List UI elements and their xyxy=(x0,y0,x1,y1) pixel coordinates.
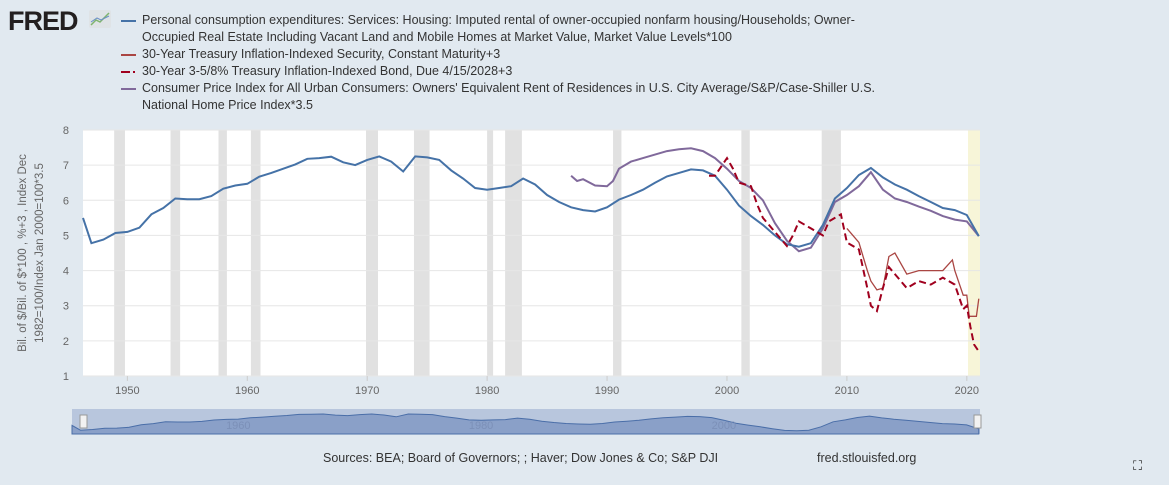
fred-graph-icon xyxy=(89,10,111,28)
legend-swatch xyxy=(121,71,136,73)
y-tick-label: 8 xyxy=(63,125,69,137)
y-axis-label: 1982=100/Index Jan 2000=100*3.5 xyxy=(34,163,46,343)
legend-item[interactable]: 30-Year Treasury Inflation-Indexed Secur… xyxy=(121,46,875,63)
legend-swatch xyxy=(121,20,136,22)
series-line xyxy=(846,227,980,317)
plot-area xyxy=(83,130,980,376)
y-tick-label: 1 xyxy=(63,371,69,383)
x-tick-label: 2000 xyxy=(715,385,739,397)
recession-bar xyxy=(218,130,227,376)
fullscreen-icon[interactable]: ⛶ xyxy=(1133,458,1143,473)
recession-bar xyxy=(250,130,261,376)
legend-swatch xyxy=(121,54,136,56)
legend-label: 30-Year Treasury Inflation-Indexed Secur… xyxy=(142,47,501,61)
y-tick-label: 2 xyxy=(63,336,69,348)
fred-logo[interactable]: FRED xyxy=(8,6,78,36)
navigator-label: 1980 xyxy=(469,420,493,432)
y-tick-label: 6 xyxy=(63,195,69,207)
recession-bar xyxy=(821,130,841,376)
y-axis-label: Bil. of $/Bil. of $*100 , %+3 , Index De… xyxy=(17,154,29,352)
recession-bar xyxy=(413,130,430,376)
x-tick-label: 2020 xyxy=(955,385,979,397)
legend-label: Occupied Real Estate Including Vacant La… xyxy=(142,30,732,44)
series-line xyxy=(82,155,980,248)
y-tick-label: 3 xyxy=(63,301,69,313)
x-tick-label: 1950 xyxy=(115,385,139,397)
chart: 1 2 3 4 5 6 7 8 1950 1960 1970 1980 1990 2000 2010 2020… xyxy=(17,125,982,435)
navigator-label: 1960 xyxy=(226,420,250,432)
highlight-band xyxy=(968,130,980,376)
legend-label: Consumer Price Index for All Urban Consu… xyxy=(142,81,876,95)
navigator-handle[interactable] xyxy=(973,414,982,429)
navigator-label: 2000 xyxy=(712,420,736,432)
recession-bar xyxy=(170,130,181,376)
x-tick-label: 2010 xyxy=(835,385,859,397)
navigator-series xyxy=(71,413,980,435)
legend: Personal consumption expenditures: Servi… xyxy=(121,12,875,114)
legend-label: National Home Price Index*3.5 xyxy=(142,98,313,112)
series-line xyxy=(709,156,980,352)
y-tick-label: 7 xyxy=(63,160,69,172)
recession-bar xyxy=(114,130,125,376)
recession-bar xyxy=(505,130,522,376)
x-tick-label: 1960 xyxy=(235,385,259,397)
navigator-handle[interactable] xyxy=(79,414,88,429)
recession-bar xyxy=(741,130,750,376)
legend-item[interactable]: Consumer Price Index for All Urban Consu… xyxy=(121,80,875,114)
x-tick-label: 1970 xyxy=(355,385,379,397)
x-tick-label: 1980 xyxy=(475,385,499,397)
y-tick-label: 4 xyxy=(63,266,69,278)
legend-item[interactable]: 30-Year 3-5/8% Treasury Inflation-Indexe… xyxy=(121,63,875,80)
x-tick-label: 1990 xyxy=(595,385,619,397)
legend-label: 30-Year 3-5/8% Treasury Inflation-Indexe… xyxy=(142,64,513,78)
legend-label: Personal consumption expenditures: Servi… xyxy=(142,13,855,27)
recession-bar xyxy=(366,130,379,376)
recession-bar xyxy=(487,130,494,376)
series-line xyxy=(570,147,980,253)
sources-text: Sources: BEA; Board of Governors; ; Have… xyxy=(323,451,719,465)
legend-item[interactable]: Personal consumption expenditures: Servi… xyxy=(121,12,875,46)
site-link[interactable]: fred.stlouisfed.org xyxy=(817,451,917,465)
y-tick-label: 5 xyxy=(63,230,69,242)
recession-bar xyxy=(613,130,622,376)
legend-swatch xyxy=(121,88,136,90)
